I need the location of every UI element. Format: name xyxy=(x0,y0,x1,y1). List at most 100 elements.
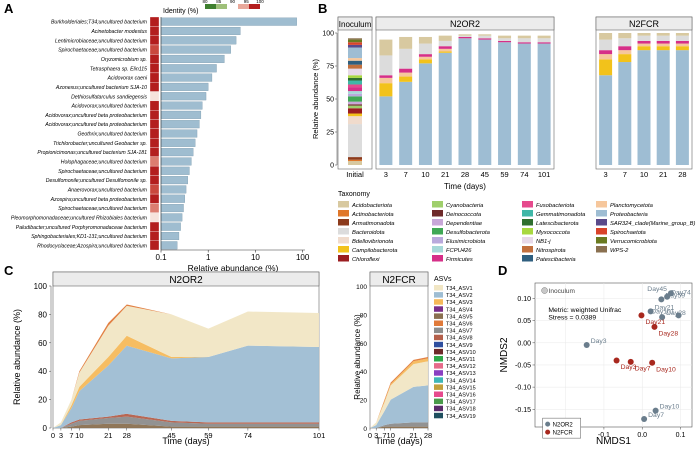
x-tick-label: 28 xyxy=(424,431,432,440)
abundance-bar xyxy=(160,129,198,138)
legend-label: Bacteroidota xyxy=(352,230,385,236)
panel-label-b: B xyxy=(318,1,327,16)
y-tick-label: 20 xyxy=(38,396,47,405)
panel-b: 0 25 50 75 100 Relative abundance (%) Inoculum… xyxy=(311,16,695,263)
x-tick-label: 3 xyxy=(384,170,388,179)
legend-marker xyxy=(545,429,551,435)
y-tick-label: 25 xyxy=(326,130,334,137)
stacked-bar-segment xyxy=(599,50,613,55)
legend-label: T34_ASV7 xyxy=(446,329,473,335)
legend-swatch xyxy=(432,228,443,235)
facet-header xyxy=(595,16,693,31)
x-tick-label: 74 xyxy=(520,170,528,179)
abundance-bar xyxy=(160,241,178,250)
legend-swatch xyxy=(434,341,443,348)
legend-label: T34_ASV11 xyxy=(446,357,475,363)
identity-legend-tick: 85 xyxy=(216,0,222,4)
legend-swatch xyxy=(432,210,443,217)
identity-legend-tick: 80 xyxy=(202,0,208,4)
abundance-bar xyxy=(160,194,185,203)
x-axis-label: NMDS1 xyxy=(596,436,631,447)
legend-label: T34_ASV15 xyxy=(446,385,476,391)
stacked-bar-segment xyxy=(637,46,651,51)
stacked-bar-segment xyxy=(517,35,531,39)
legend-swatch xyxy=(338,237,349,244)
stacked-bar-segment xyxy=(498,38,512,41)
stacked-bar-segment xyxy=(438,51,452,53)
legend-label: T34_ASV3 xyxy=(446,300,473,306)
taxon-label: Oryzomicrobium sp. xyxy=(101,57,147,63)
legend-swatch xyxy=(434,412,443,419)
legend-label: T34_ASV6 xyxy=(446,322,473,328)
stacked-bar-segment xyxy=(438,46,452,49)
legend-label: Patescibacteria xyxy=(536,257,576,263)
abundance-bar xyxy=(160,204,184,213)
point-label: Day21 xyxy=(645,319,665,326)
x-tick-label: 100 xyxy=(296,253,310,262)
abundance-bar xyxy=(160,176,188,185)
legend-swatch xyxy=(596,219,607,226)
abundance-bar xyxy=(160,64,217,73)
taxon-label: Pleomorphomonadaceae;uncultured Rhizobia… xyxy=(11,215,148,221)
scatter-point xyxy=(658,296,665,303)
abundance-bar xyxy=(160,73,213,82)
y-tick-label: 75 xyxy=(326,64,334,71)
x-axis-label: Time (days) xyxy=(375,436,422,446)
legend-swatch xyxy=(522,255,533,262)
x-tick-label: -0.1 xyxy=(598,432,610,439)
y-tick-label: 80 xyxy=(360,312,368,319)
identity-legend-tick: 95 xyxy=(244,0,250,4)
stacked-bar-segment xyxy=(418,63,432,165)
point-label: Day7 xyxy=(648,412,664,419)
legend-marker xyxy=(545,421,551,427)
facet-header xyxy=(52,271,320,287)
stacked-bar-segment xyxy=(675,40,689,44)
stacked-bar-segment xyxy=(399,81,413,165)
legend-label: FCPU426 xyxy=(446,248,472,254)
legend-label: T34_ASV4 xyxy=(446,307,473,313)
identity-cell xyxy=(149,221,160,232)
legend-label: T34_ASV13 xyxy=(446,371,476,377)
taxon-label: Acidovorax caeni xyxy=(106,76,147,82)
stacked-bar-segment xyxy=(537,35,551,39)
identity-legend-swatch xyxy=(238,4,249,9)
scatter-point xyxy=(675,312,682,319)
inoculum-label: Inoculum xyxy=(549,288,575,295)
stacked-bar-segment xyxy=(379,39,393,56)
x-tick-label: 59 xyxy=(500,170,508,179)
y-tick-label: 100 xyxy=(322,31,334,38)
stacked-bar-segment xyxy=(348,64,362,69)
legend-label: Fusobacteriota xyxy=(536,203,575,209)
stacked-bar-segment xyxy=(637,35,651,41)
taxon-label: Desulfomonile;uncultured Desulfomonile s… xyxy=(46,178,147,184)
stacked-bar-segment xyxy=(656,40,670,44)
legend-label: T34_ASV18 xyxy=(446,407,476,413)
y-tick-label: 0 xyxy=(330,163,334,170)
legend-label: Firmicutes xyxy=(446,257,473,263)
legend-label: Cyanobacteria xyxy=(446,203,484,209)
scatter-point xyxy=(659,314,666,321)
scatter-point xyxy=(638,312,645,319)
stacked-bar-segment xyxy=(379,55,393,76)
legend-swatch xyxy=(434,405,443,412)
stacked-bar-segment xyxy=(348,104,362,106)
abundance-bar xyxy=(160,110,202,119)
stacked-bar-segment xyxy=(618,38,632,47)
taxon-label: Tetrasphaera sp. Elin115 xyxy=(90,66,147,72)
abundance-bar xyxy=(160,222,181,231)
panel-label-c: C xyxy=(4,263,14,278)
stacked-bar-segment xyxy=(348,113,362,117)
stacked-bar-segment xyxy=(537,42,551,44)
x-tick-label: 59 xyxy=(204,431,212,440)
scatter-point xyxy=(641,416,648,423)
identity-cell xyxy=(149,240,160,251)
x-tick-label: 7 xyxy=(623,170,627,179)
y-tick-label: 100 xyxy=(356,284,367,291)
scatter-point xyxy=(647,308,654,315)
identity-cell xyxy=(149,26,160,36)
x-tick-label: 10 xyxy=(251,253,260,262)
area-series xyxy=(53,416,319,428)
stacked-bar-segment xyxy=(438,48,452,52)
area-series xyxy=(370,385,428,428)
y-tick-label: -0.10 xyxy=(515,385,531,392)
